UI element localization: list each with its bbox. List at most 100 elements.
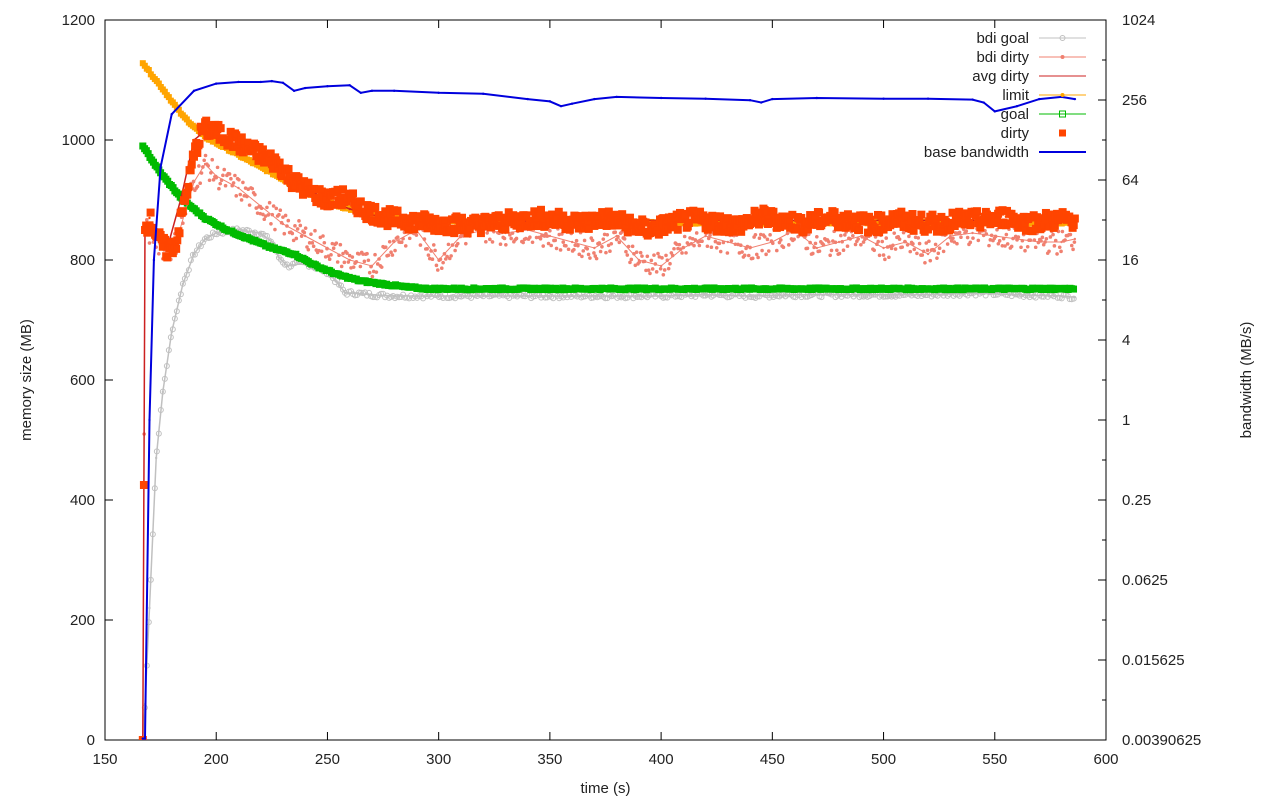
data-point — [319, 249, 324, 254]
series-point — [526, 287, 529, 290]
data-point — [198, 181, 203, 186]
data-point — [207, 234, 214, 241]
data-point — [694, 231, 699, 235]
data-point — [841, 248, 846, 252]
data-point — [193, 247, 200, 254]
y-tick-label: 600 — [70, 372, 95, 389]
series-point — [982, 219, 985, 222]
data-point — [202, 158, 207, 163]
series-point — [626, 222, 629, 226]
data-point — [670, 253, 675, 258]
y-tick-label: 1000 — [62, 132, 95, 149]
series-point — [304, 86, 307, 90]
series-point — [559, 104, 563, 108]
data-point — [839, 233, 843, 238]
data-point — [545, 234, 550, 238]
data-point — [453, 248, 457, 253]
data-point — [760, 248, 764, 253]
series-point — [782, 219, 785, 222]
data-point — [1069, 221, 1078, 230]
series-point — [659, 96, 663, 100]
series-point — [152, 258, 156, 262]
data-point — [883, 257, 887, 262]
data-point — [318, 235, 323, 240]
legend-item: dirty — [1001, 125, 1066, 142]
data-point — [781, 245, 786, 250]
series-point — [1060, 294, 1063, 298]
data-point — [201, 165, 205, 169]
series-point — [141, 737, 145, 740]
data-point — [187, 160, 196, 169]
data-point — [718, 249, 723, 254]
series-point — [281, 222, 285, 226]
data-point — [1023, 248, 1027, 253]
series-point — [344, 291, 347, 295]
data-point — [230, 183, 235, 188]
data-point — [872, 248, 877, 253]
data-point — [282, 231, 287, 236]
data-point — [805, 246, 810, 251]
data-point — [928, 258, 933, 263]
data-point — [721, 240, 726, 245]
series-goal — [139, 142, 1078, 294]
series-point — [1015, 293, 1019, 296]
data-point — [399, 240, 404, 245]
data-point — [351, 265, 356, 269]
data-point — [163, 363, 170, 370]
data-point — [383, 245, 388, 249]
series-point — [960, 218, 963, 221]
data-point — [261, 232, 268, 239]
data-point — [876, 239, 881, 244]
series-point — [237, 186, 240, 190]
data-point — [893, 247, 898, 251]
series-point — [370, 293, 374, 296]
series-point — [141, 62, 145, 65]
data-point — [245, 194, 249, 199]
data-point — [358, 264, 363, 269]
y2-tick-label: 4 — [1122, 332, 1130, 349]
data-point — [223, 183, 228, 188]
data-point — [924, 241, 929, 245]
series-point — [882, 246, 885, 250]
data-point — [892, 231, 897, 235]
y2-axis-label: bandwidth (MB/s) — [1238, 322, 1255, 439]
series-point — [143, 737, 147, 740]
data-point — [1043, 240, 1047, 244]
y2-tick-label: 64 — [1122, 172, 1139, 189]
series-point — [148, 606, 151, 610]
series-point — [682, 246, 685, 250]
data-point — [440, 216, 449, 225]
data-point — [1025, 244, 1030, 249]
data-point — [582, 238, 587, 243]
series-point — [292, 252, 296, 256]
data-point — [553, 238, 558, 243]
data-point — [1072, 240, 1077, 244]
data-point — [661, 272, 666, 277]
series-point — [993, 234, 996, 238]
data-point — [1071, 247, 1075, 252]
series-point — [926, 252, 930, 256]
series-point — [248, 237, 251, 241]
data-point — [354, 259, 359, 264]
data-point — [976, 238, 981, 243]
data-point — [709, 245, 714, 250]
data-point — [374, 270, 379, 274]
data-point — [649, 258, 654, 263]
series-point — [1073, 296, 1077, 299]
data-point — [206, 163, 211, 168]
series-line — [142, 163, 1076, 740]
series-point — [882, 287, 885, 290]
data-point — [393, 248, 397, 253]
data-point — [908, 249, 913, 254]
data-point — [1060, 229, 1065, 234]
data-point — [429, 249, 433, 253]
data-point — [390, 253, 395, 257]
data-point — [765, 237, 770, 242]
series-point — [143, 228, 147, 232]
series-point — [582, 221, 585, 224]
series-point — [337, 273, 340, 277]
data-point — [581, 249, 586, 253]
data-point — [1032, 238, 1037, 242]
x-tick-label: 350 — [537, 751, 562, 768]
data-point — [577, 252, 582, 257]
